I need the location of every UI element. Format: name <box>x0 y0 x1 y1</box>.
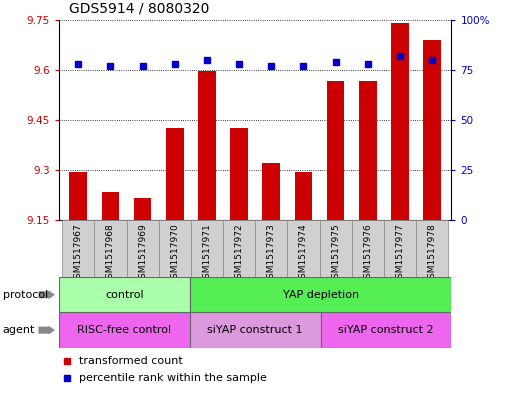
Text: GSM1517975: GSM1517975 <box>331 223 340 284</box>
Bar <box>391 23 409 220</box>
Text: GSM1517972: GSM1517972 <box>234 223 244 284</box>
Text: GSM1517978: GSM1517978 <box>428 223 437 284</box>
Bar <box>59 277 190 312</box>
Bar <box>384 220 416 277</box>
Bar <box>359 81 377 220</box>
Bar <box>159 220 191 277</box>
Text: GSM1517971: GSM1517971 <box>203 223 211 284</box>
Bar <box>94 220 127 277</box>
Text: GSM1517974: GSM1517974 <box>299 223 308 284</box>
Bar <box>190 312 321 348</box>
Bar <box>263 163 280 220</box>
Text: YAP depletion: YAP depletion <box>283 290 359 300</box>
Text: GSM1517970: GSM1517970 <box>170 223 180 284</box>
Text: agent: agent <box>3 325 35 335</box>
Text: GSM1517977: GSM1517977 <box>396 223 404 284</box>
Text: percentile rank within the sample: percentile rank within the sample <box>78 373 266 383</box>
Text: GSM1517967: GSM1517967 <box>74 223 83 284</box>
Bar <box>294 172 312 220</box>
Text: GSM1517969: GSM1517969 <box>138 223 147 284</box>
Bar <box>287 220 320 277</box>
Bar <box>190 277 451 312</box>
Text: RISC-free control: RISC-free control <box>77 325 171 335</box>
Text: siYAP construct 1: siYAP construct 1 <box>207 325 303 335</box>
Bar <box>191 220 223 277</box>
Bar <box>255 220 287 277</box>
Bar <box>320 220 352 277</box>
Bar <box>62 220 94 277</box>
Text: GSM1517973: GSM1517973 <box>267 223 276 284</box>
Text: GSM1517976: GSM1517976 <box>363 223 372 284</box>
Bar <box>327 81 345 220</box>
Bar <box>59 312 190 348</box>
Bar <box>166 128 184 220</box>
Bar <box>230 128 248 220</box>
Bar <box>223 220 255 277</box>
Text: protocol: protocol <box>3 290 48 300</box>
Text: siYAP construct 2: siYAP construct 2 <box>338 325 434 335</box>
Bar <box>198 72 216 220</box>
Text: GSM1517968: GSM1517968 <box>106 223 115 284</box>
Bar <box>416 220 448 277</box>
Bar <box>127 220 159 277</box>
Text: control: control <box>105 290 144 300</box>
Bar <box>102 192 120 220</box>
Bar <box>134 198 151 220</box>
Bar <box>352 220 384 277</box>
Bar <box>423 40 441 220</box>
Text: transformed count: transformed count <box>78 356 182 366</box>
Text: GDS5914 / 8080320: GDS5914 / 8080320 <box>69 2 210 16</box>
Bar <box>321 312 451 348</box>
Bar <box>69 172 87 220</box>
